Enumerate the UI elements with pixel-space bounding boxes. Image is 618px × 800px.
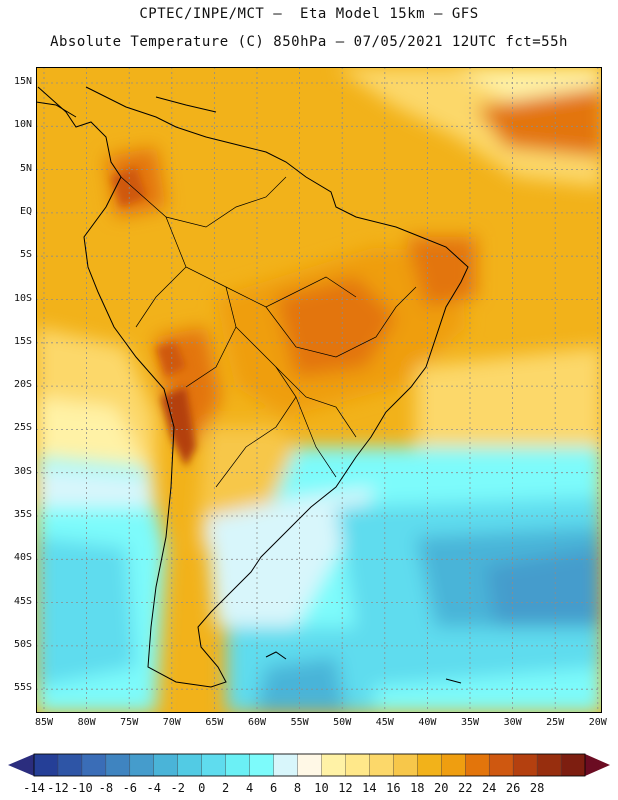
colorbar-end-right [585, 754, 610, 776]
colorbar-cell [201, 753, 227, 777]
longitude-label: 70W [162, 717, 181, 728]
colorbar-cell [81, 753, 107, 777]
colorbar-label: -14 [23, 781, 45, 795]
colorbar-cell [560, 753, 586, 777]
colorbar-cell [369, 753, 394, 777]
colorbar-label: 4 [245, 781, 254, 795]
colorbar-cell [417, 753, 442, 777]
longitude-label: 80W [77, 717, 96, 728]
colorbar-label: 14 [362, 781, 377, 795]
temperature-map [36, 67, 602, 713]
latitude-label: 30S [13, 465, 32, 477]
country-borders [120, 176, 417, 488]
colorbar-label: 0 [198, 781, 206, 795]
colorbar-cell [393, 753, 418, 777]
colorbar-label: -4 [146, 781, 161, 795]
colorbar-label: 18 [410, 781, 425, 795]
colorbar-cell [153, 753, 179, 777]
colorbar-label: 20 [434, 781, 449, 795]
colorbar-label: -10 [71, 781, 93, 795]
latitude-label: EQ [19, 205, 32, 217]
colorbar-cell [33, 753, 59, 777]
graticule [36, 67, 602, 713]
longitude-label: 60W [247, 717, 267, 728]
latitude-label: 40S [13, 552, 32, 564]
longitude-label: 40W [418, 717, 437, 728]
andes-warm-band [111, 167, 196, 467]
colorbar-label: 26 [505, 781, 521, 795]
colorbar-cell [465, 753, 490, 777]
chart-title-line-1: CPTEC/INPE/MCT — Eta Model 15km — GFS [139, 6, 479, 22]
colorbar-cell [512, 753, 538, 777]
latitude-label: 5S [19, 249, 32, 261]
colorbar-label: 12 [338, 781, 353, 795]
latitude-label: 10N [13, 119, 32, 131]
colorbar-label: 8 [293, 781, 302, 795]
colorbar-cell [177, 753, 203, 777]
latitude-label: 15N [13, 76, 32, 87]
latitude-label: 10S [13, 292, 32, 304]
latitude-label: 50S [13, 638, 32, 650]
colorbar-label: 16 [386, 781, 401, 795]
latitude-label: 20S [13, 379, 32, 391]
chart-title-line-2: Absolute Temperature (C) 850hPa — 07/05/… [50, 34, 568, 50]
colorbar-cell [441, 753, 466, 777]
longitude-label: 20W [588, 717, 607, 728]
longitude-label: 30W [503, 717, 522, 728]
colorbar-cell [105, 753, 131, 777]
map-frame [36, 67, 602, 713]
colorbar-label: 10 [314, 781, 329, 795]
colorbar-label: 2 [222, 781, 230, 795]
colorbar-cell [273, 753, 299, 777]
colorbar-cell [488, 753, 514, 777]
colorbar-cell [225, 753, 251, 777]
colorbar-cell [129, 753, 155, 777]
colorbar-label: -2 [170, 781, 185, 795]
longitude-label: 75W [120, 717, 139, 728]
latitude-label: 45S [13, 595, 32, 607]
colorbar-label: 28 [529, 781, 545, 795]
longitude-label: 65W [205, 717, 224, 728]
latitude-label: 15S [13, 335, 32, 347]
colorbar-cell [297, 753, 322, 777]
latitude-label: 25S [13, 422, 32, 434]
colorbar-cell [57, 753, 83, 777]
longitude-label: 55W [290, 717, 309, 728]
longitude-label: 25W [546, 717, 565, 728]
colorbar-cell [321, 753, 346, 777]
colorbar-label: -8 [98, 781, 114, 795]
longitude-label: 85W [34, 717, 54, 728]
longitude-label: 45W [375, 717, 394, 728]
latitude-label: 5N [19, 162, 32, 174]
colorbar-label: 6 [269, 781, 278, 795]
coastlines [36, 86, 469, 688]
colorbar-end-left [8, 754, 34, 776]
latitude-label: 55S [13, 682, 32, 694]
colorbar-label: -12 [47, 781, 69, 795]
colorbar-cell [345, 753, 370, 777]
colorbar [8, 753, 610, 777]
colorbar-label: -6 [122, 781, 138, 795]
latitude-label: 35S [13, 509, 32, 520]
colorbar-label: 22 [457, 781, 473, 795]
longitude-label: 50W [333, 717, 352, 728]
longitude-label: 35W [460, 717, 480, 728]
colorbar-cell [536, 753, 562, 777]
colorbar-cell [249, 753, 275, 777]
colorbar-label: 24 [481, 781, 497, 795]
